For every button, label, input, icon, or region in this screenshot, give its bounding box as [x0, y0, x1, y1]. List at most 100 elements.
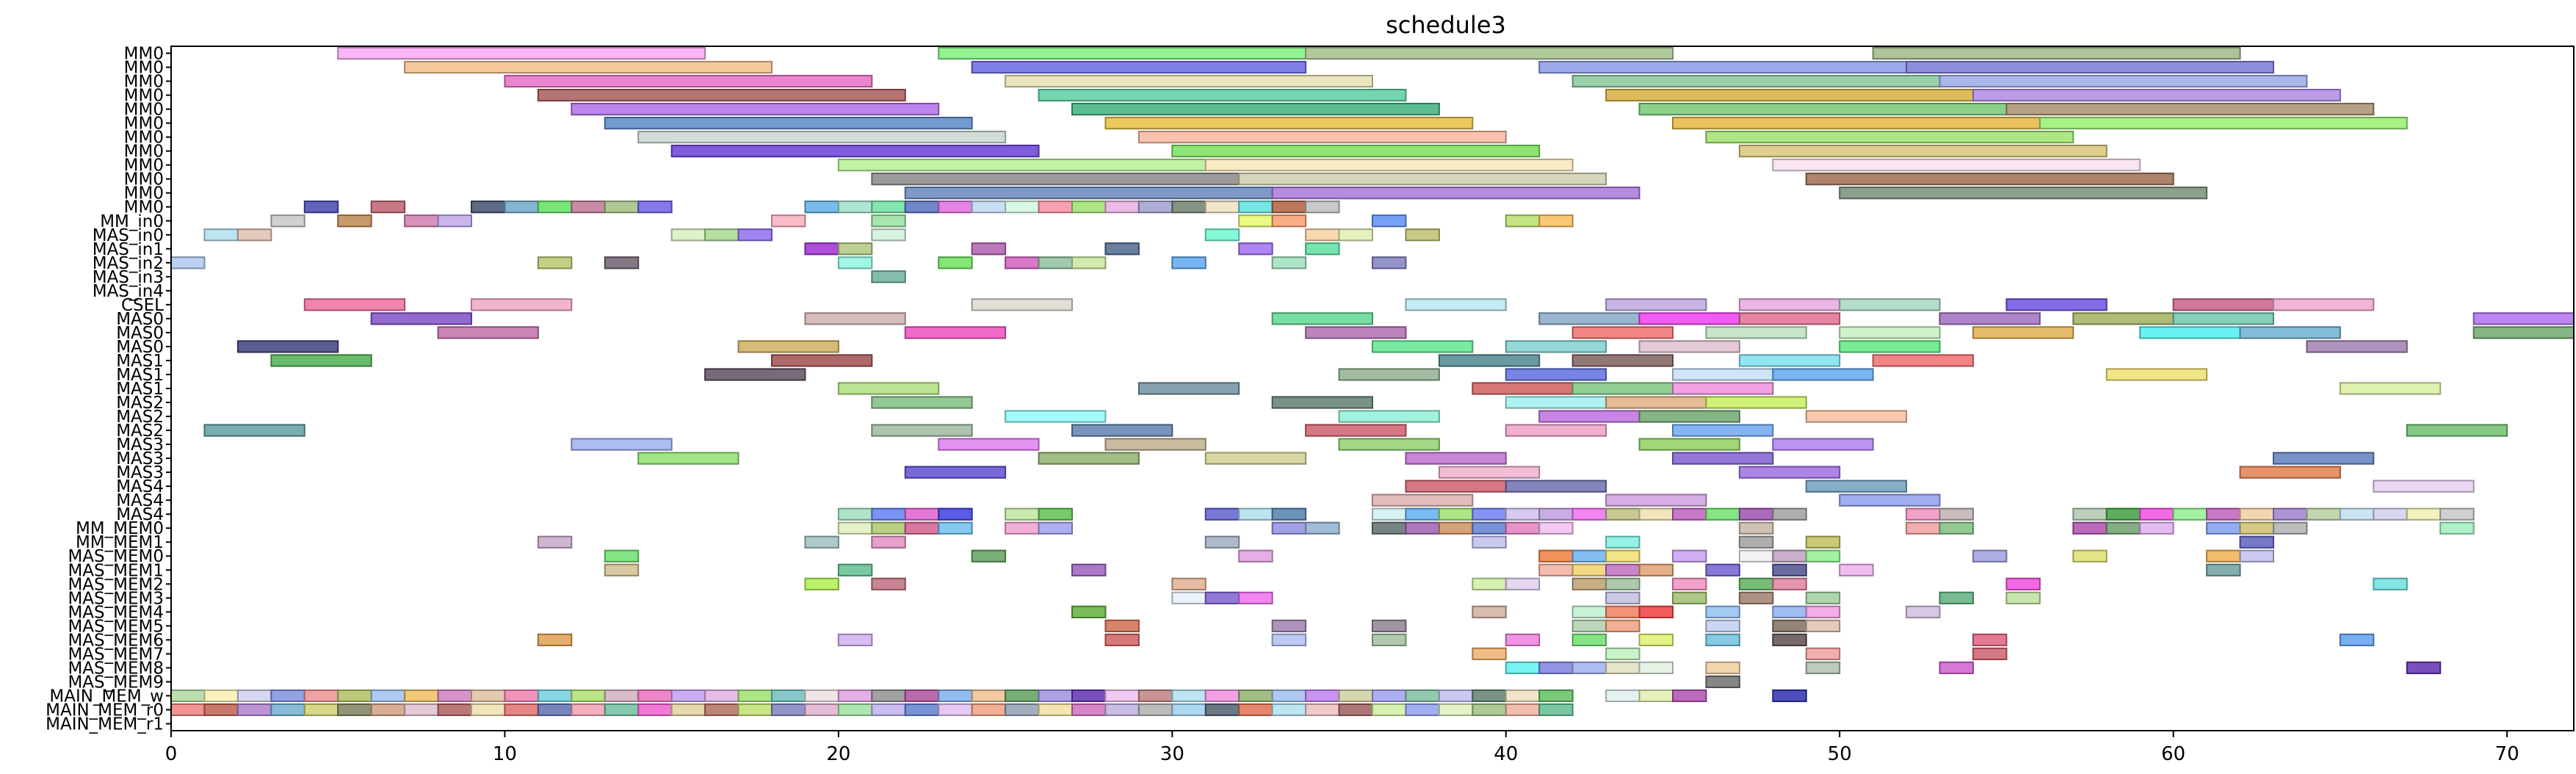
task-bar [236, 689, 272, 703]
task-bar [1405, 228, 1440, 242]
task-bar [1438, 703, 1474, 717]
task-bar [203, 689, 239, 703]
task-bar [1738, 535, 1774, 549]
task-bar [1638, 340, 1740, 353]
task-bar [1204, 507, 1240, 521]
task-bar [2239, 466, 2341, 479]
task-bar [871, 577, 906, 590]
task-bar [1738, 298, 1841, 311]
task-bar [971, 242, 1007, 256]
task-bar [670, 228, 706, 242]
plot-frame [170, 46, 2575, 731]
task-bar [1071, 424, 1173, 437]
task-bar [303, 200, 339, 214]
y-tick-label: MAS_MEM6 [68, 631, 164, 650]
task-bar [1505, 340, 1607, 353]
task-bar [2005, 102, 2375, 116]
task-bar [1204, 159, 1574, 172]
task-bar [2239, 326, 2341, 339]
task-bar [1805, 647, 1841, 660]
task-bar [1271, 200, 1307, 214]
task-bar [971, 549, 1007, 563]
task-bar [170, 703, 206, 717]
y-tick-label: MAS_MEM9 [68, 673, 164, 692]
task-bar [337, 46, 706, 60]
task-bar [837, 689, 873, 703]
task-bar [1505, 480, 1607, 493]
y-tick-label: MM0 [124, 59, 164, 78]
task-bar [2172, 507, 2208, 521]
y-tick-label: MAS_MEM3 [68, 589, 164, 608]
task-bar [1672, 117, 2041, 130]
task-bar [1405, 703, 1440, 717]
task-bar [504, 74, 873, 88]
task-bar [1204, 591, 1240, 604]
task-bar [1305, 689, 1340, 703]
task-bar [871, 173, 1240, 186]
task-bar [1271, 507, 1307, 521]
task-bar [1305, 424, 1407, 437]
task-bar [370, 689, 406, 703]
task-bar [1738, 145, 2108, 158]
task-bar [1271, 521, 1307, 535]
task-bar [1137, 131, 1507, 144]
task-bar [1204, 703, 1240, 717]
task-bar [1305, 228, 1340, 242]
task-bar [1171, 256, 1206, 270]
task-bar [2072, 507, 2108, 521]
x-tick-label: 30 [1160, 743, 1184, 765]
y-tick-label: MAS_MEM5 [68, 617, 164, 636]
task-bar [1472, 605, 1507, 618]
task-bar [1071, 605, 1107, 618]
task-bar [1972, 88, 2341, 102]
task-bar [637, 200, 673, 214]
task-bar [804, 689, 839, 703]
task-bar [1672, 689, 1707, 703]
task-bar [1772, 563, 1807, 576]
task-bar [1238, 214, 1273, 228]
task-bar [1472, 382, 1574, 395]
x-tick-label: 50 [1828, 743, 1852, 765]
task-bar [1238, 591, 1273, 604]
task-bar [1638, 507, 1674, 521]
task-bar [1204, 228, 1240, 242]
task-bar [2139, 326, 2241, 339]
task-bar [303, 298, 406, 311]
task-bar [704, 368, 806, 381]
task-bar [1738, 521, 1774, 535]
task-bar [670, 703, 706, 717]
y-tick-label: MM0 [124, 115, 164, 134]
task-bar [1271, 312, 1373, 325]
task-bar [1805, 591, 1841, 604]
task-bar [1571, 619, 1607, 632]
task-bar [1505, 214, 1541, 228]
task-bar [1472, 647, 1507, 660]
task-bar [771, 689, 806, 703]
task-bar [571, 703, 606, 717]
task-bar [270, 689, 305, 703]
y-tick-label: MM0 [124, 184, 164, 203]
y-tick-label: MM0 [124, 87, 164, 106]
task-bar [971, 703, 1007, 717]
task-bar [938, 200, 973, 214]
task-bar [1204, 535, 1240, 549]
task-bar [1638, 689, 1674, 703]
task-bar [1605, 298, 1707, 311]
task-bar [1005, 521, 1040, 535]
task-bar [737, 228, 773, 242]
y-tick-label: MAS0 [116, 310, 164, 329]
task-bar [236, 703, 272, 717]
task-bar [804, 577, 839, 590]
task-bar [1171, 689, 1206, 703]
y-tick-label: MM0 [124, 73, 164, 92]
task-bar [1505, 661, 1541, 675]
task-bar [1505, 521, 1541, 535]
y-tick-label: MM0 [124, 170, 164, 189]
task-bar [1705, 507, 1740, 521]
task-bar [1605, 396, 1707, 409]
task-bar [1372, 633, 1407, 646]
task-bar [1338, 703, 1373, 717]
task-bar [1305, 46, 1674, 60]
task-bar [270, 703, 305, 717]
task-bar [1672, 452, 1774, 465]
